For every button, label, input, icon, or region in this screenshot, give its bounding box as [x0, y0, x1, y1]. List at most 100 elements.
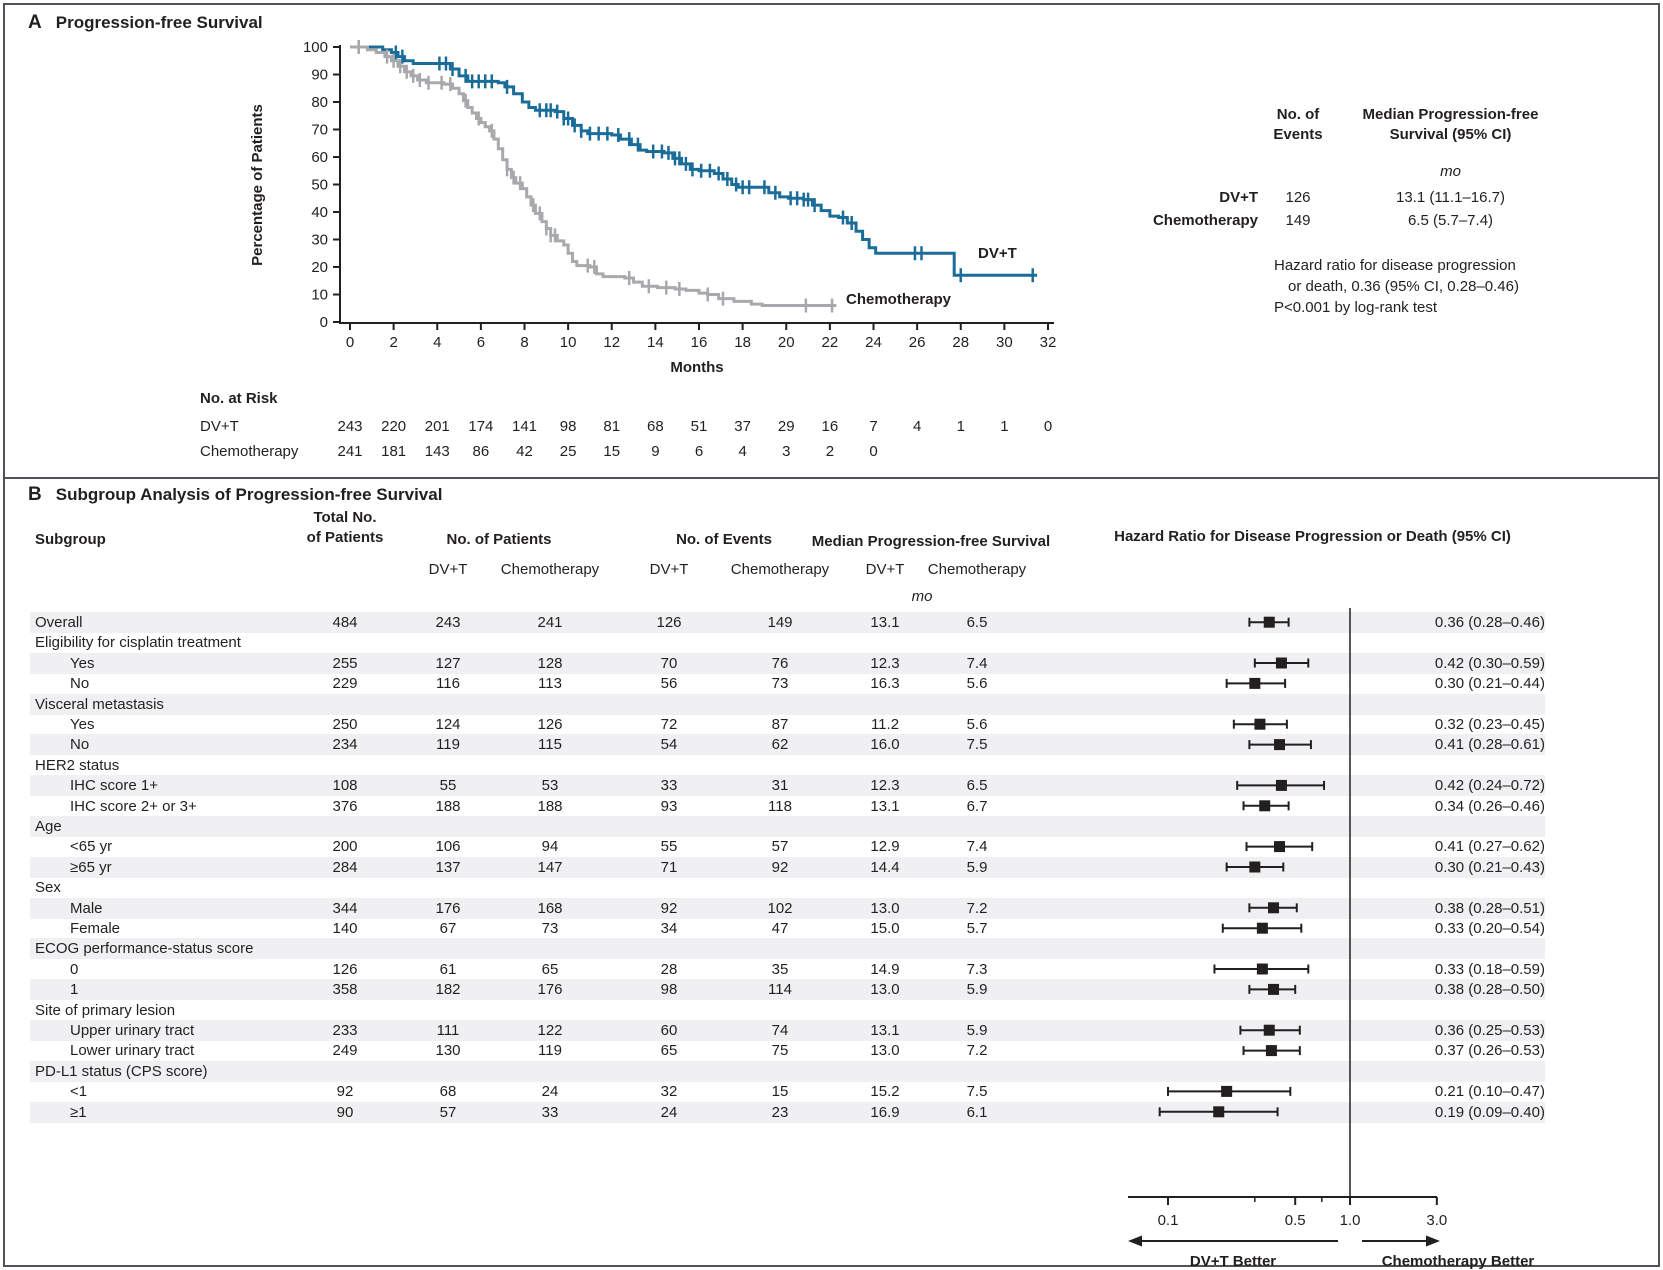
subgroup-data-row: Overall 484 243 241 126 149 13.1 6.5 0.36 (0.28–…	[30, 612, 1545, 633]
risk-value: 181	[381, 443, 406, 460]
x-tick-label: 28	[952, 334, 969, 351]
cell-med-dvt: 15.0	[870, 920, 900, 937]
stats-row-dvt-label: DV+T	[1219, 189, 1258, 206]
subgroup-header-row: PD-L1 status (CPS score)	[30, 1060, 1545, 1082]
risk-value: 2	[826, 443, 834, 460]
subgroup-data-row: Lower urinary tract 249 130 119 65 75 13.0 7.2 0…	[30, 1040, 1545, 1061]
risk-table-title: No. at Risk	[200, 390, 278, 407]
subgroup-label: Yes	[70, 654, 95, 672]
subgroup-data-row: <65 yr 200 106 94 55 57 12.9 7.4 0.41 (0.27–0.62…	[30, 836, 1545, 857]
cell-ev-dvt: 28	[660, 960, 678, 978]
risk-value: 201	[425, 418, 450, 435]
cell-med-chemo: 7.2	[966, 899, 988, 917]
cell-med-dvt: 13.1	[870, 614, 900, 631]
y-tick-label: 80	[311, 94, 328, 111]
cell-pts-chemo: 94	[541, 838, 559, 856]
stats-row-chemo-events: 149	[1285, 212, 1311, 229]
risk-value: 174	[468, 418, 493, 435]
subgroup-label: Age	[35, 818, 62, 835]
x-tick-label: 6	[477, 334, 485, 351]
cell-ev-dvt: 34	[660, 920, 678, 937]
cell-med-dvt: 12.3	[870, 777, 900, 795]
cell-med-chemo: 6.5	[966, 614, 988, 631]
cell-med-dvt: 13.0	[870, 981, 900, 999]
median-unit: mo	[911, 588, 933, 605]
x-tick-label: 16	[691, 334, 708, 351]
pvalue-note: P<0.001 by log-rank test	[1274, 299, 1438, 316]
risk-value: 86	[473, 443, 490, 460]
cell-pts-chemo: 126	[537, 716, 563, 733]
cell-pts-chemo: 119	[538, 1042, 562, 1060]
risk-row-label: DV+T	[200, 418, 239, 435]
cell-ev-chemo: 57	[771, 838, 789, 856]
cell-pts-dvt: 124	[435, 716, 461, 733]
panel-a-title-text: Progression-free Survival	[55, 13, 263, 32]
x-tick-label: 2	[389, 334, 397, 351]
subgroup-data-row: Male 344 176 168 92 102 13.0 7.2 0.38 (0.28–0.51…	[30, 897, 1545, 919]
x-tick-label: 8	[520, 334, 528, 351]
cell-pts-chemo: 241	[537, 614, 563, 631]
cell-med-chemo: 7.4	[966, 838, 988, 856]
panel-a-title: A Progression-free Survival	[28, 12, 263, 34]
cell-total: 92	[336, 1083, 354, 1101]
cell-total: 200	[332, 838, 358, 856]
cell-med-dvt: 13.0	[870, 1042, 900, 1060]
cell-ev-chemo: 47	[771, 920, 789, 937]
cell-med-dvt: 16.0	[870, 736, 900, 754]
y-tick-label: 40	[311, 204, 328, 221]
panel-b-title-text: Subgroup Analysis of Progression-free Su…	[55, 485, 443, 504]
y-tick-label: 90	[311, 67, 328, 84]
subgroup-label: PD-L1 status (CPS score)	[35, 1062, 208, 1080]
risk-value: 16	[822, 418, 839, 435]
cell-pts-dvt: 188	[435, 797, 461, 815]
cell-med-dvt: 14.9	[870, 960, 900, 978]
cell-pts-dvt: 68	[439, 1083, 457, 1101]
x-tick-label: 30	[996, 334, 1013, 351]
cell-med-dvt: 13.1	[870, 797, 900, 815]
subgroup-header-row: Eligibility for cisplatin treatment	[30, 632, 1545, 653]
cell-total: 358	[332, 981, 358, 999]
y-tick-label: 50	[311, 177, 328, 194]
cell-pts-dvt: 111	[436, 1022, 460, 1039]
x-tick-label: 10	[560, 334, 577, 351]
x-tick-label: 22	[822, 334, 839, 351]
subgroup-label: No	[70, 675, 90, 693]
subgroup-data-row: Yes 255 127 128 70 76 12.3 7.4 0.42 (0.30–0.59)	[30, 652, 1545, 674]
cell-pts-dvt: 243	[435, 614, 461, 631]
risk-value: 9	[651, 443, 659, 460]
subgroup-label: No	[70, 736, 90, 754]
cell-pts-chemo: 176	[537, 981, 563, 999]
risk-value: 68	[647, 418, 664, 435]
subgroup-header-row: Age	[30, 816, 1545, 837]
col-header-subgroup: Subgroup	[35, 531, 106, 548]
cell-pts-dvt: 106	[435, 838, 461, 856]
subgroup-data-row: No 229 116 113 56 73 16.3 5.6 0.30 (0.21–0.44)	[30, 673, 1545, 694]
cell-ev-chemo: 114	[768, 981, 792, 999]
x-tick-label: 18	[734, 334, 751, 351]
hazard-ratio-text: 0.34 (0.26–0.46)	[1434, 797, 1545, 815]
panel-b-title: B Subgroup Analysis of Progression-free S…	[28, 484, 442, 506]
subgroup-data-row: <1 92 68 24 32 15 15.2 7.5 0.21 (0.10–0.47)	[30, 1081, 1545, 1102]
hazard-note-line2: or death, 0.36 (95% CI, 0.28–0.46)	[1288, 278, 1519, 295]
cell-total: 108	[332, 777, 358, 795]
subgroup-label: Sex	[35, 879, 61, 897]
subgroup-header-row: Visceral metastasis	[30, 693, 1545, 715]
subgroup-header-row: ECOG performance-status score	[30, 938, 1545, 960]
subgroup-label: <1	[70, 1083, 88, 1101]
x-tick-label: 4	[433, 334, 441, 351]
col-header-events: No. of Events	[676, 531, 772, 548]
x-tick-label: 24	[865, 334, 882, 351]
y-axis-title: Percentage of Patients	[249, 104, 266, 266]
risk-value: 98	[560, 418, 577, 435]
hazard-ratio-text: 0.42 (0.30–0.59)	[1434, 654, 1545, 672]
hazard-ratio-text: 0.38 (0.28–0.51)	[1434, 899, 1545, 917]
cell-med-dvt: 12.3	[870, 654, 900, 672]
risk-value: 15	[603, 443, 620, 460]
cell-pts-chemo: 188	[537, 797, 563, 815]
cell-pts-chemo: 168	[537, 899, 563, 917]
cell-total: 484	[332, 614, 358, 631]
stats-row-chemo-label: Chemotherapy	[1152, 212, 1258, 229]
cell-pts-chemo: 128	[537, 654, 563, 672]
subgroup-data-row: Female 140 67 73 34 47 15.0 5.7 0.33 (0.20–0.54)	[30, 918, 1545, 939]
cell-pts-dvt: 127	[435, 654, 461, 672]
